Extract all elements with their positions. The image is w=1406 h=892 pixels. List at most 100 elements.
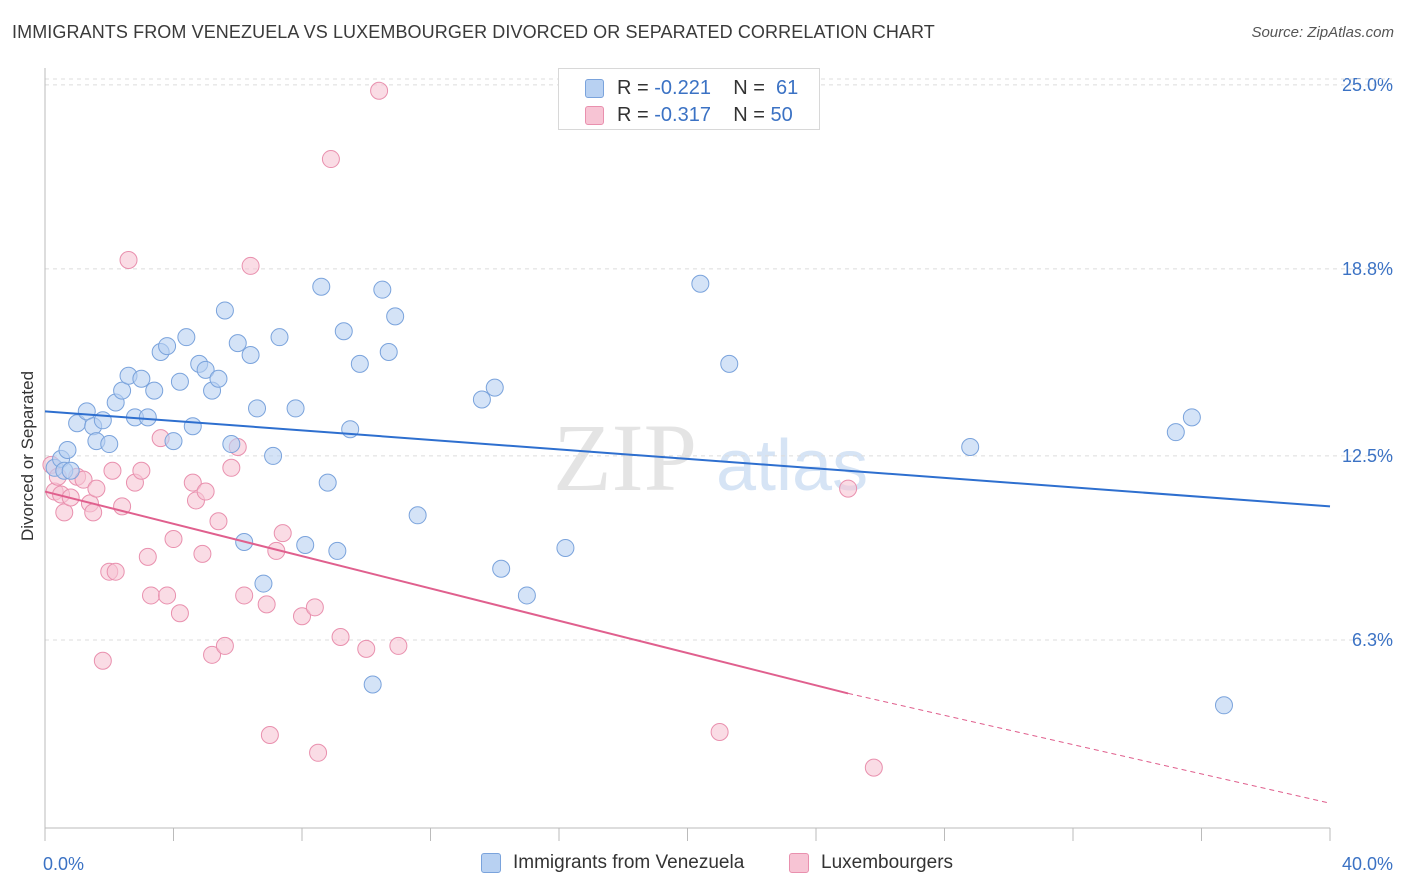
luxembourgers-point	[183, 473, 202, 492]
venezuela-point	[58, 440, 77, 459]
y-tick-label: 18.8%	[1342, 259, 1393, 279]
luxembourgers-point	[215, 636, 234, 655]
luxembourgers-point	[103, 461, 122, 480]
venezuela-point	[691, 274, 710, 293]
series-legend: Immigrants from Venezuela Luxembourgers	[0, 852, 1406, 878]
venezuela-point	[408, 506, 427, 525]
venezuela-point	[312, 277, 331, 296]
n-label: N =	[733, 104, 771, 126]
venezuela-point	[254, 574, 273, 593]
luxembourgers-point	[164, 530, 183, 549]
venezuela-point	[164, 432, 183, 451]
venezuela-point	[183, 417, 202, 436]
venezuela-point	[264, 446, 283, 465]
luxembourgers-point	[273, 524, 292, 543]
luxembourgers-point	[209, 512, 228, 531]
venezuela-point	[1166, 423, 1185, 442]
x-tick-label: 40.0%	[1342, 854, 1393, 874]
x-tick-label: 0.0%	[43, 854, 84, 874]
venezuela-point	[363, 675, 382, 694]
venezuela-point	[1214, 696, 1233, 715]
luxembourgers-point	[260, 725, 279, 744]
luxembourgers-point	[193, 544, 212, 563]
venezuela-point	[196, 360, 215, 379]
stats-legend: R = -0.221 N = 61 R = -0.317 N = 50	[558, 68, 820, 130]
luxembourgers-swatch	[789, 853, 809, 873]
venezuela-point	[158, 337, 177, 356]
luxembourgers-point	[93, 651, 112, 670]
luxembourgers-point	[203, 645, 222, 664]
venezuela-point	[328, 541, 347, 560]
venezuela-point	[222, 435, 241, 454]
luxembourgers-point	[257, 595, 276, 614]
luxembourgers-point	[74, 470, 93, 489]
luxembourgers-point	[293, 607, 311, 626]
legend-label: Immigrants from Venezuela	[513, 852, 745, 873]
luxembourgers-point	[158, 586, 177, 605]
luxembourgers-point	[222, 458, 241, 477]
luxembourgers-point	[106, 562, 125, 581]
n-value: 50	[770, 104, 793, 126]
venezuela-swatch	[481, 853, 501, 873]
venezuela-point	[145, 381, 164, 400]
luxembourgers-point	[235, 586, 254, 605]
y-tick-label: 6.3%	[1352, 630, 1393, 650]
luxembourgers-point	[132, 461, 151, 480]
chart-title: IMMIGRANTS FROM VENEZUELA VS LUXEMBOURGE…	[12, 22, 935, 42]
luxembourgers-point	[357, 639, 376, 658]
r-label: R =	[617, 104, 655, 126]
venezuela-point	[228, 334, 247, 353]
venezuela-point	[517, 586, 536, 605]
venezuela-point	[350, 354, 369, 373]
venezuela-point	[170, 372, 189, 391]
n-label: N =	[733, 77, 771, 99]
venezuela-point	[113, 381, 132, 400]
venezuela-point	[296, 535, 315, 554]
venezuela-point	[132, 369, 151, 388]
luxembourgers-swatch	[585, 106, 604, 125]
venezuela-point	[485, 378, 504, 397]
n-value: 61	[776, 77, 799, 99]
source-credit: Source: ZipAtlas.com	[1251, 24, 1394, 41]
luxembourgers-point	[87, 479, 106, 498]
venezuela-point	[61, 461, 80, 480]
luxembourgers-point	[710, 723, 729, 742]
venezuela-point	[472, 390, 491, 409]
venezuela-trend-line	[44, 410, 1331, 508]
luxembourgers-point	[241, 256, 260, 275]
venezuela-point	[177, 328, 196, 347]
venezuela-point	[215, 301, 234, 320]
luxembourgers-point	[138, 547, 157, 566]
luxembourgers-trend-extension	[848, 692, 1331, 804]
y-tick-label: 12.5%	[1342, 446, 1393, 466]
venezuela-point	[373, 280, 392, 299]
legend-label: Luxembourgers	[821, 852, 954, 873]
luxembourgers-point	[170, 604, 189, 623]
luxembourgers-point	[370, 81, 389, 100]
luxembourgers-point	[331, 628, 350, 647]
luxembourgers-point	[55, 503, 74, 522]
venezuela-point	[241, 345, 260, 364]
r-value: -0.221	[654, 77, 711, 99]
luxembourgers-point	[389, 636, 408, 655]
venezuela-point	[492, 559, 511, 578]
venezuela-point	[386, 307, 405, 326]
luxembourgers-point	[839, 479, 858, 498]
y-tick-label: 25.0%	[1342, 75, 1393, 95]
y-axis-label: Divorced or Separated	[18, 370, 37, 542]
luxembourgers-point	[142, 586, 161, 605]
venezuela-point	[318, 473, 337, 492]
luxembourgers-point	[309, 743, 328, 762]
venezuela-point	[720, 354, 739, 373]
r-label: R =	[617, 77, 655, 99]
venezuela-point	[556, 538, 575, 557]
venezuela-point	[1182, 408, 1201, 427]
venezuela-swatch	[585, 79, 604, 98]
venezuela-point	[100, 435, 119, 454]
luxembourgers-point	[119, 250, 138, 269]
venezuela-point	[961, 438, 980, 457]
luxembourgers-point	[321, 150, 340, 169]
venezuela-point	[334, 322, 353, 341]
venezuela-point	[209, 369, 228, 388]
luxembourgers-point	[196, 482, 215, 501]
